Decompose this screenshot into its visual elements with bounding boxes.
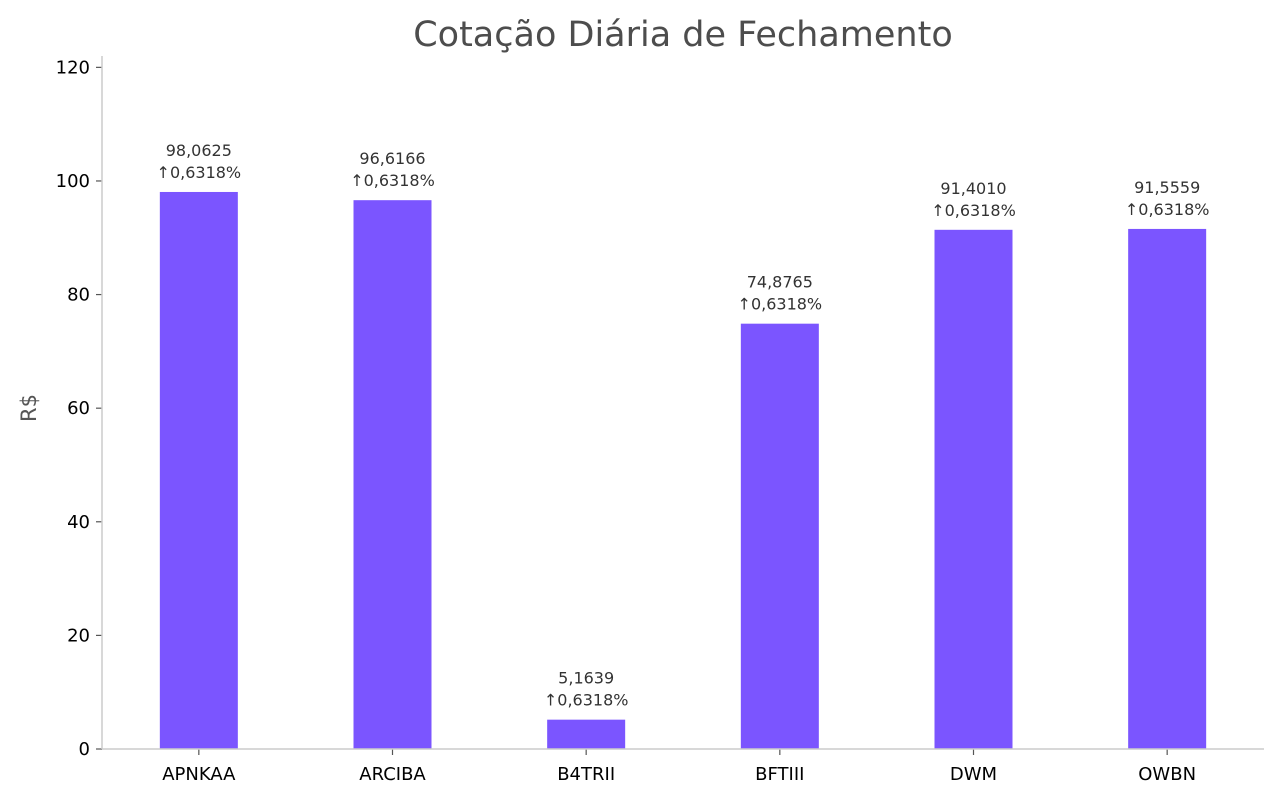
y-tick-label: 60 <box>67 398 90 419</box>
bar-value-label: 5,1639 <box>558 669 614 688</box>
bars-group: 98,0625 ↑0,6318% 96,6166 ↑0,6318% 5,1639 ↑0,6… <box>157 141 1210 750</box>
x-tick-label: B4TRII <box>557 764 615 785</box>
y-tick-label: 40 <box>67 512 90 533</box>
y-tick-label: 80 <box>67 285 90 306</box>
y-tick-label: 0 <box>79 739 90 760</box>
bar-owbn <box>1128 228 1207 749</box>
x-tick-label: DWM <box>950 764 997 785</box>
y-tick-label: 20 <box>67 625 90 646</box>
bar-value-label: 96,6166 <box>359 149 425 168</box>
x-tick-label: APNKAA <box>162 764 236 785</box>
bar-dwm <box>934 229 1013 749</box>
bar-change-label: ↑0,6318% <box>1125 200 1210 219</box>
bar-b4trii <box>547 719 626 749</box>
bar-change-label: ↑0,6318% <box>738 295 823 314</box>
y-axis-ticks: 0 20 40 60 80 100 120 <box>56 57 102 760</box>
x-axis-ticks: APNKAA ARCIBA B4TRII BFTIII DWM OWBN <box>162 749 1196 785</box>
bar-change-label: ↑0,6318% <box>544 691 629 710</box>
bar-value-label: 74,8765 <box>747 273 813 292</box>
bar-change-label: ↑0,6318% <box>157 163 242 182</box>
bar-value-label: 98,0625 <box>166 141 232 160</box>
bar-change-label: ↑0,6318% <box>931 201 1016 220</box>
x-tick-label: OWBN <box>1138 764 1196 785</box>
chart-title: Cotação Diária de Fechamento <box>413 15 953 55</box>
y-axis-label: R$ <box>17 394 41 422</box>
bar-bftiii <box>740 323 819 749</box>
bar-arciba <box>353 200 432 749</box>
y-tick-label: 120 <box>56 57 90 78</box>
y-tick-label: 100 <box>56 171 90 192</box>
bar-value-label: 91,5559 <box>1134 178 1200 197</box>
bar-value-label: 91,4010 <box>940 179 1006 198</box>
x-tick-label: ARCIBA <box>359 764 426 785</box>
x-tick-label: BFTIII <box>755 764 804 785</box>
bar-apnkaa <box>159 191 238 750</box>
bar-change-label: ↑0,6318% <box>350 171 435 190</box>
